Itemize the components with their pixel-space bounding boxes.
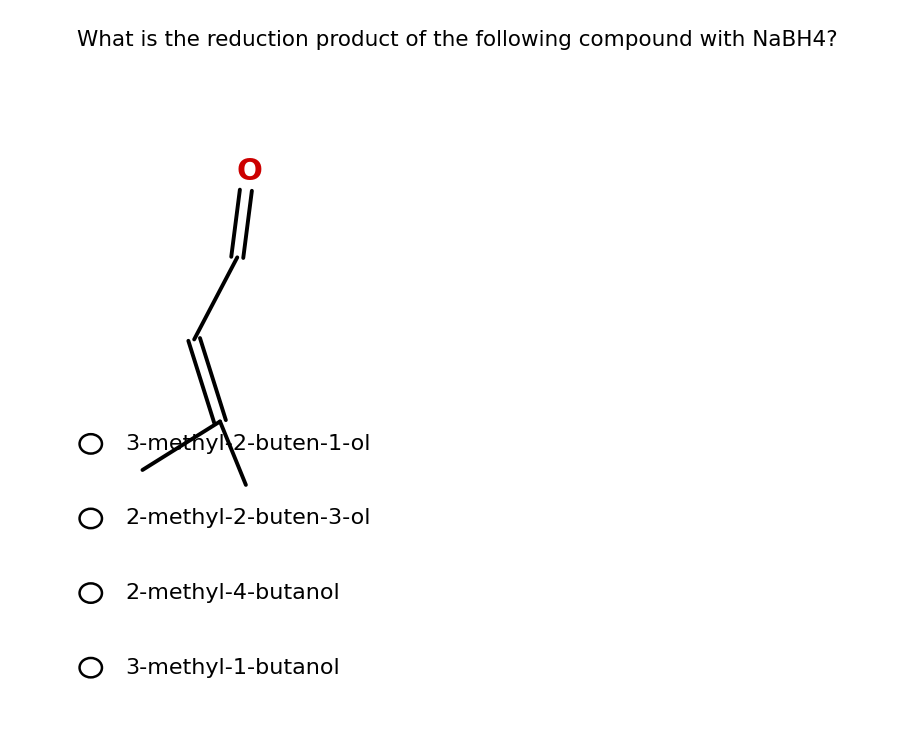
Text: O: O <box>237 157 262 186</box>
Text: 3-methyl-2-buten-1-ol: 3-methyl-2-buten-1-ol <box>125 434 371 454</box>
Text: 2-methyl-4-butanol: 2-methyl-4-butanol <box>125 583 340 603</box>
Text: 3-methyl-1-butanol: 3-methyl-1-butanol <box>125 658 340 677</box>
Text: 2-methyl-2-buten-3-ol: 2-methyl-2-buten-3-ol <box>125 509 371 528</box>
Text: What is the reduction product of the following compound with NaBH4?: What is the reduction product of the fol… <box>77 30 837 50</box>
